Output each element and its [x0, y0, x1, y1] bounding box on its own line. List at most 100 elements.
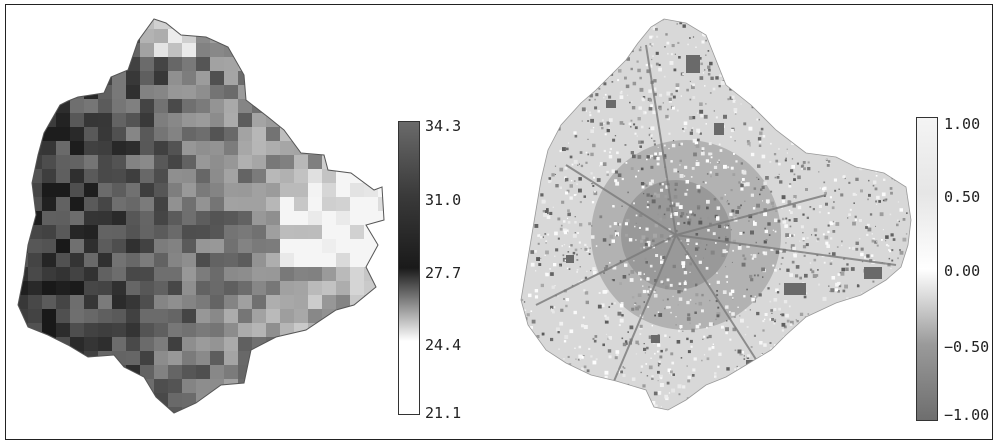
- right-map-speckle: [866, 132, 869, 135]
- right-map-speckle: [532, 117, 535, 120]
- left-map-pixel: [224, 295, 239, 310]
- right-map-speckle: [650, 357, 652, 359]
- right-map-speckle: [835, 77, 837, 79]
- right-map-speckle: [644, 237, 649, 242]
- right-map-speckle: [708, 322, 713, 327]
- left-map-pixel: [238, 337, 253, 352]
- right-map-speckle: [658, 205, 661, 208]
- right-map-speckle: [751, 374, 756, 379]
- right-map-speckle: [750, 386, 753, 388]
- right-map-speckle: [657, 311, 660, 313]
- right-map-speckle: [648, 335, 653, 339]
- right-map-speckle: [545, 404, 548, 408]
- left-map-pixel: [154, 337, 169, 352]
- right-map-speckle: [776, 291, 780, 294]
- left-map-pixel: [210, 393, 225, 408]
- right-map-speckle: [851, 361, 853, 364]
- right-map-speckle: [866, 380, 870, 385]
- right-map-speckle: [517, 171, 520, 174]
- left-map-pixel: [308, 295, 323, 310]
- right-map-speckle: [521, 173, 523, 175]
- right-map-speckle: [832, 118, 835, 121]
- right-map-speckle: [875, 200, 877, 203]
- right-map-speckle: [649, 64, 653, 68]
- right-map-speckle: [604, 370, 609, 375]
- left-map-pixel: [378, 323, 384, 338]
- right-map-speckle: [513, 88, 514, 89]
- right-map-speckle: [539, 346, 544, 351]
- left-map-pixel: [238, 281, 253, 296]
- right-map-speckle: [586, 270, 588, 273]
- right-map-speckle: [726, 244, 728, 246]
- left-map-pixel: [168, 169, 183, 184]
- right-map-speckle: [689, 131, 693, 135]
- right-map-speckle: [776, 411, 779, 414]
- left-map: [17, 18, 912, 414]
- right-map-speckle: [767, 222, 771, 226]
- left-map-pixel: [238, 19, 253, 30]
- left-map-pixel: [28, 295, 43, 310]
- left-map-pixel: [294, 43, 309, 58]
- right-map-speckle: [814, 54, 817, 57]
- right-map-speckle: [874, 187, 878, 191]
- right-map-speckle: [822, 318, 824, 320]
- right-map-speckle: [534, 131, 538, 136]
- right-map-speckle: [605, 316, 610, 321]
- left-map-pixel: [182, 99, 197, 114]
- right-map-speckle: [683, 281, 687, 285]
- right-map-speckle: [641, 33, 643, 35]
- left-map-pixel: [196, 99, 211, 114]
- right-map-speckle: [708, 334, 712, 339]
- right-map-speckle: [871, 36, 873, 39]
- right-map-speckle: [837, 142, 839, 144]
- left-map-pixel: [266, 127, 281, 142]
- right-map-speckle: [785, 313, 789, 318]
- right-map-speckle: [885, 235, 889, 239]
- right-map-speckle: [592, 267, 596, 271]
- right-map-speckle: [894, 19, 898, 21]
- right-map-speckle: [717, 365, 720, 368]
- right-map-speckle: [634, 303, 636, 306]
- left-map-pixel: [364, 267, 379, 282]
- right-map-speckle: [824, 73, 828, 76]
- right-map-speckle: [736, 365, 738, 368]
- right-map-speckle: [780, 313, 782, 316]
- right-map-speckle: [715, 116, 718, 119]
- right-map-speckle: [682, 128, 684, 130]
- right-map-speckle: [631, 106, 636, 110]
- right-map-speckle: [644, 183, 646, 185]
- left-map-pixel: [154, 379, 169, 394]
- right-map-speckle: [879, 294, 882, 297]
- right-map-speckle: [678, 297, 683, 301]
- left-map-pixel: [350, 267, 365, 282]
- right-map-speckle: [559, 227, 563, 231]
- left-map-pixel: [364, 183, 379, 198]
- right-map-speckle: [800, 354, 802, 357]
- left-map-pixel: [280, 225, 295, 240]
- right-map-speckle: [771, 53, 776, 58]
- left-map-pixel: [336, 99, 351, 114]
- right-map-speckle: [797, 350, 800, 353]
- left-map-pixel: [28, 379, 43, 394]
- right-map-speckle: [559, 391, 561, 394]
- right-map-speckle: [708, 283, 711, 285]
- right-map-speckle: [516, 38, 518, 40]
- left-map-pixel: [266, 169, 281, 184]
- left-map-pixel: [210, 267, 225, 282]
- left-map-pixel: [210, 113, 225, 128]
- right-map-speckle: [601, 119, 604, 122]
- right-map-speckle: [590, 40, 594, 44]
- right-map-speckle: [762, 251, 765, 254]
- right-map-speckle: [517, 237, 519, 239]
- right-map-speckle: [646, 277, 650, 281]
- right-map-speckle: [657, 370, 660, 374]
- left-map-pixel: [378, 57, 384, 72]
- left-map-pixel: [18, 365, 29, 380]
- left-map-pixel: [18, 295, 29, 310]
- left-map-pixel: [154, 71, 169, 86]
- right-map-speckle: [700, 151, 705, 156]
- right-map-dark-patch: [784, 283, 806, 295]
- right-map-speckle: [705, 393, 708, 396]
- right-map-speckle: [524, 55, 529, 60]
- left-map-pixel: [84, 211, 99, 226]
